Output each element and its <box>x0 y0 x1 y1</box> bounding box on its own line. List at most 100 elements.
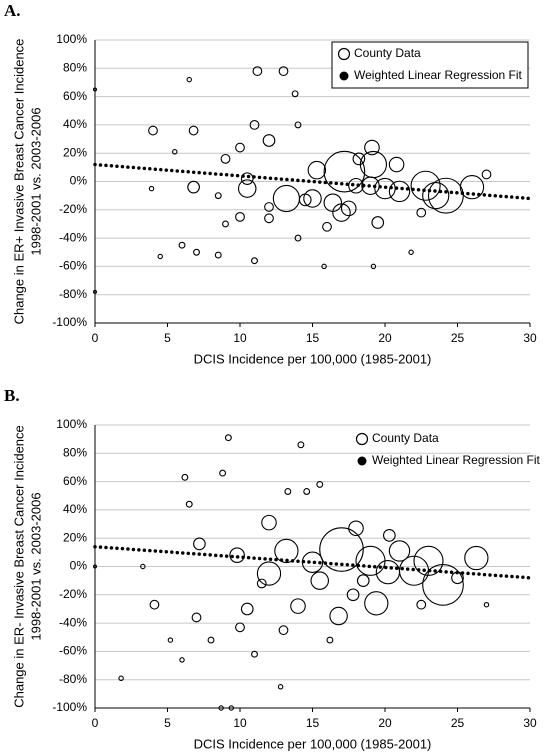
bubble <box>359 150 388 179</box>
bubble <box>140 563 146 570</box>
panel-label: A. <box>4 1 21 20</box>
x-tick-label: 15 <box>306 716 320 730</box>
bubble <box>148 185 155 192</box>
bubble <box>252 66 263 77</box>
bubble <box>364 591 389 616</box>
panel-label: B. <box>4 386 20 405</box>
bubble <box>408 249 414 255</box>
bubble <box>179 657 185 663</box>
bubble <box>185 500 193 508</box>
bubble <box>464 545 489 571</box>
bubble <box>291 90 299 98</box>
bubble <box>364 139 380 156</box>
x-tick-label: 25 <box>451 716 465 730</box>
bubble <box>148 125 158 136</box>
bubble <box>220 153 231 164</box>
y-tick-label: 80% <box>63 60 87 74</box>
legend-marker <box>339 71 349 81</box>
bubble <box>264 202 274 212</box>
legend-label: Weighted Linear Regression Fit <box>354 68 523 82</box>
x-tick-label: 0 <box>92 331 99 345</box>
bubble <box>235 622 245 633</box>
bubble <box>371 216 385 229</box>
y-tick-label: -60% <box>59 644 87 658</box>
bubble <box>93 564 98 569</box>
bubble <box>427 177 464 214</box>
bubble <box>207 636 215 644</box>
bubble <box>459 175 485 200</box>
bubble <box>240 172 254 186</box>
x-axis-label: DCIS Incidence per 100,000 (1985-2001) <box>194 351 432 366</box>
bubble <box>238 179 257 198</box>
bubble <box>264 213 274 224</box>
bubble <box>181 473 189 481</box>
y-axis-label: 1998-2001 vs. 2003-2006 <box>28 492 43 640</box>
y-tick-label: -100% <box>52 315 87 329</box>
bubble <box>256 578 267 589</box>
bubble <box>187 180 200 194</box>
bubble <box>322 221 332 232</box>
bubble <box>290 598 306 614</box>
bubble <box>310 571 329 590</box>
bubble <box>272 184 301 213</box>
x-axis-label: DCIS Incidence per 100,000 (1985-2001) <box>194 736 432 751</box>
bubble <box>346 588 360 602</box>
y-tick-label: -60% <box>59 259 87 273</box>
bubble <box>278 625 289 636</box>
bubble <box>321 263 327 270</box>
x-tick-label: 5 <box>164 331 171 345</box>
legend-label: County Data <box>372 431 439 445</box>
bubble <box>370 263 377 270</box>
bubble <box>348 520 364 537</box>
x-tick-label: 30 <box>523 716 537 730</box>
bubble <box>352 152 366 166</box>
y-tick-label: 40% <box>63 117 87 131</box>
regression-line <box>93 544 532 580</box>
bubble <box>240 602 254 616</box>
y-tick-label: -20% <box>59 587 87 601</box>
y-tick-label: 60% <box>63 89 87 103</box>
bubble <box>188 125 199 136</box>
y-tick-label: 60% <box>63 474 87 488</box>
bubble <box>218 705 224 711</box>
bubble <box>319 527 364 572</box>
bubble <box>413 545 444 576</box>
y-tick-label: 80% <box>63 445 87 459</box>
y-axis-label: Change in ER+ Invasive Breast Cancer Inc… <box>11 39 26 325</box>
x-tick-label: 15 <box>306 331 320 345</box>
bubble <box>332 203 351 222</box>
x-tick-label: 20 <box>378 331 392 345</box>
bubble <box>303 488 311 495</box>
bubble <box>214 251 222 259</box>
bubble <box>274 538 299 564</box>
bubble <box>229 547 245 563</box>
bubble <box>303 189 322 208</box>
legend-label: County Data <box>354 46 421 60</box>
bubble <box>251 650 258 658</box>
bubble <box>307 160 327 180</box>
y-tick-label: -80% <box>59 287 87 301</box>
bubble <box>294 234 302 242</box>
y-tick-label: -100% <box>52 700 87 714</box>
y-tick-label: -40% <box>59 615 87 629</box>
bubble <box>191 612 202 623</box>
y-tick-label: 20% <box>63 530 87 544</box>
bubble <box>228 705 235 711</box>
bubble <box>298 193 312 207</box>
bubble <box>294 121 302 129</box>
legend-label: Weighted Linear Regression Fit <box>372 453 541 467</box>
bubble <box>481 169 492 180</box>
y-axis-label: Change in ER- Invasive Breast Cancer Inc… <box>11 425 26 708</box>
bubble <box>323 193 343 212</box>
bubble <box>193 537 206 551</box>
bubble <box>375 560 401 585</box>
bubble <box>193 248 200 256</box>
bubble <box>388 540 411 562</box>
bubble <box>410 170 441 201</box>
bubble <box>297 441 305 449</box>
bubble <box>261 514 277 531</box>
bubble <box>483 601 490 608</box>
bubble <box>277 684 284 690</box>
bubble <box>356 574 370 588</box>
bubble <box>323 150 366 193</box>
